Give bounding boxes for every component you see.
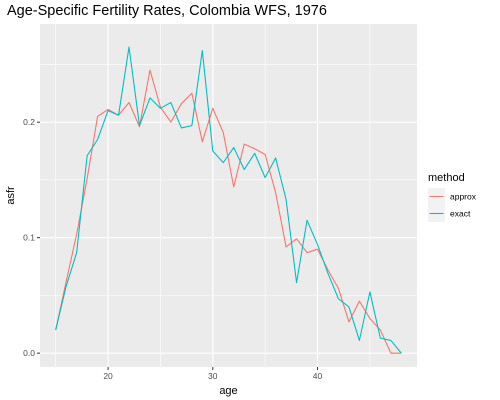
chart-title: Age-Specific Fertility Rates, Colombia W… [7, 3, 327, 19]
x-axis: 20 30 40 [103, 367, 323, 381]
series-layer [55, 46, 402, 354]
x-tick-label: 30 [208, 371, 218, 381]
legend-title: method [428, 172, 465, 184]
y-tick-label: 0.0 [23, 348, 35, 358]
major-gridlines [40, 24, 417, 367]
legend-label-exact: exact [450, 209, 471, 219]
plot-panel [40, 24, 417, 367]
minor-gridlines [40, 24, 417, 367]
x-tick-label: 20 [103, 371, 113, 381]
x-tick-label: 40 [313, 371, 323, 381]
y-tick-label: 0.1 [23, 233, 35, 243]
y-axis-title: asfr [5, 186, 17, 205]
legend-label-approx: approx [450, 192, 477, 202]
legend: method approx exact [428, 172, 477, 222]
x-axis-title: age [219, 385, 237, 397]
y-axis: 0.0 0.1 0.2 [23, 117, 40, 358]
y-tick-label: 0.2 [23, 117, 35, 127]
series-line-exact [55, 46, 402, 354]
